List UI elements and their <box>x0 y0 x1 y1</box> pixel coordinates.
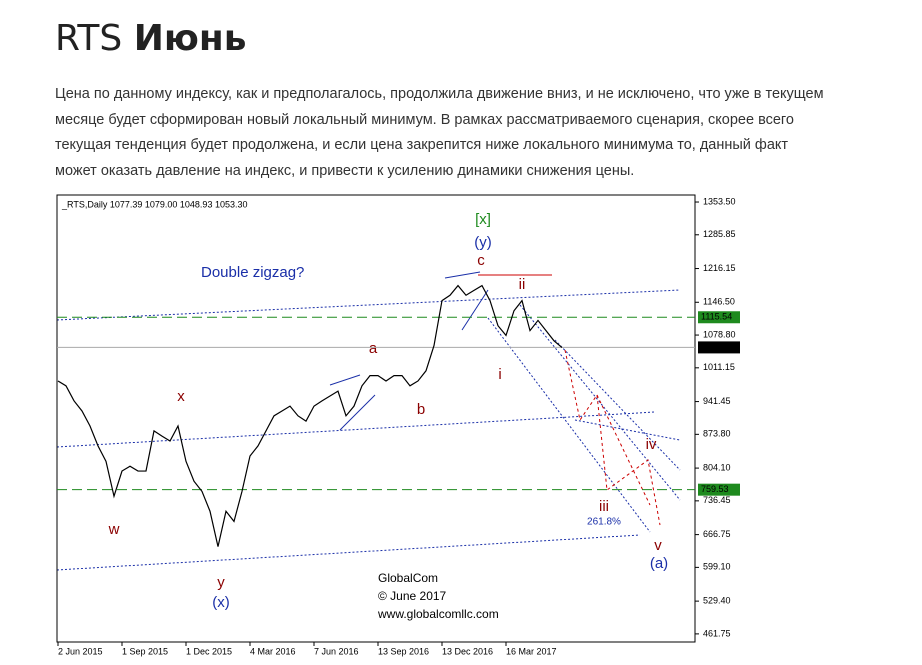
trend-line <box>329 374 361 386</box>
trend-line <box>487 317 651 533</box>
y-tick-label: 461.75 <box>703 628 731 638</box>
y-tick-label: 1078.80 <box>703 329 736 339</box>
wave-label: b <box>417 401 425 418</box>
x-tick-label: 4 Mar 2016 <box>250 646 296 656</box>
wave-label: v <box>654 537 662 554</box>
title-plain: RTS <box>55 18 123 59</box>
wave-label: iii <box>599 498 609 515</box>
x-tick-label: 1 Dec 2015 <box>186 646 232 656</box>
y-tick-label: 941.45 <box>703 396 731 406</box>
wave-label: i <box>498 366 501 383</box>
wave-label: (x) <box>212 594 230 611</box>
paragraph-line: текущая тенденция будет продолжена, и ес… <box>55 137 789 153</box>
y-tick-label: 666.75 <box>703 529 731 539</box>
level-tag <box>698 311 740 324</box>
x-tick-label: 16 Mar 2017 <box>506 646 557 656</box>
wave-label: a <box>369 340 378 357</box>
projection <box>564 349 661 526</box>
y-tick-label: 804.10 <box>703 462 731 472</box>
y-tick-label: 1353.50 <box>703 196 736 206</box>
paragraph-line: может оказать давление на индекс, и прив… <box>55 162 635 179</box>
level-label: 1053.30 <box>701 342 734 352</box>
level-tag <box>698 483 740 496</box>
trend-line <box>56 534 641 571</box>
plot-frame <box>56 194 696 643</box>
y-tick-label: 1216.15 <box>703 263 736 273</box>
trend-line <box>339 394 376 431</box>
chart-bg <box>57 195 747 663</box>
y-tick-label: 1285.85 <box>703 229 736 239</box>
wave-label: x <box>177 388 185 405</box>
wave-label: (a) <box>650 555 668 572</box>
note: Double zigzag? <box>201 264 304 281</box>
x-tick-label: 13 Sep 2016 <box>378 646 429 656</box>
paragraph: Цена по данному индексу, как и предполаг… <box>55 82 824 184</box>
paragraph-line: месяце будет сформирован новый локальный… <box>55 111 794 128</box>
trend-line <box>574 419 681 441</box>
trend-line <box>461 289 489 331</box>
wave-lines <box>56 271 681 571</box>
wave-label: c <box>477 252 485 269</box>
level-tag <box>698 341 740 354</box>
price-line <box>57 284 563 547</box>
annotations: [x] (y) c Double zigzag? a b x w y (x) i… <box>108 211 669 621</box>
credit: www.globalcomllc.com <box>377 607 499 621</box>
paragraph-line: Цена по данному индексу, как и предполаг… <box>55 86 824 102</box>
title-bold: Июнь <box>133 18 247 59</box>
wave-label: w <box>108 521 120 538</box>
x-tick-label: 7 Jun 2016 <box>314 646 359 656</box>
x-tick-label: 13 Dec 2016 <box>442 646 493 656</box>
wave-label: iv <box>646 436 657 453</box>
projection <box>596 394 651 506</box>
level-label: 759.53 <box>701 484 729 494</box>
title: RTS Июнь <box>55 18 246 59</box>
y-tick-label: 599.10 <box>703 562 731 572</box>
wave-label: ii <box>519 276 526 293</box>
x-tick-label: 1 Sep 2015 <box>122 646 168 656</box>
y-tick-label: 529.40 <box>703 596 731 606</box>
trend-line <box>444 271 481 279</box>
credit: GlobalCom <box>378 571 438 585</box>
fib-label: 261.8% <box>587 517 621 528</box>
wave-label: (y) <box>474 234 492 251</box>
wave-label: [x] <box>475 211 491 228</box>
credit: © June 2017 <box>378 589 447 603</box>
x-tick-label: 2 Jun 2015 <box>58 646 103 656</box>
wave-label: y <box>217 574 225 591</box>
chart-info: _RTS,Daily 1077.39 1079.00 1048.93 1053.… <box>61 199 247 209</box>
y-tick-label: 873.80 <box>703 429 731 439</box>
y-tick-label: 1146.50 <box>703 297 735 307</box>
level-label: 1115.54 <box>701 312 732 322</box>
y-tick-label: 736.45 <box>703 495 731 505</box>
y-tick-label: 1011.15 <box>703 362 735 372</box>
